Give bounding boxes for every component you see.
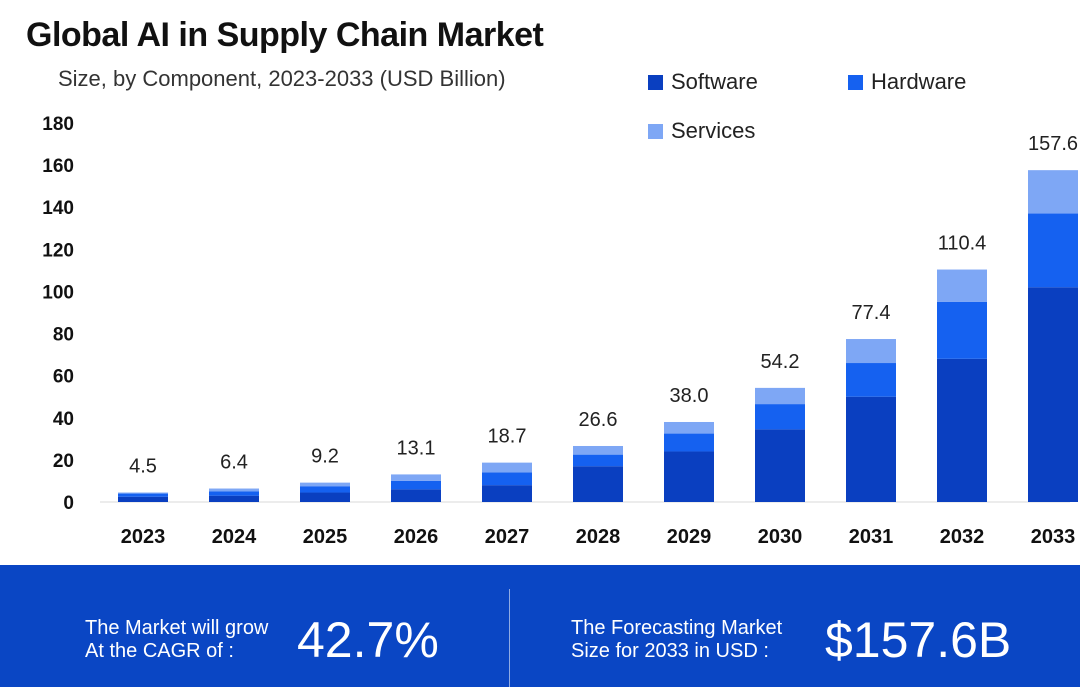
bar-segment-services <box>300 482 350 487</box>
bar-segment-software <box>937 358 987 502</box>
bar-segment-services <box>391 474 441 481</box>
cagr-text: The Market will grow At the CAGR of : <box>85 617 268 663</box>
y-tick-label: 40 <box>53 409 74 430</box>
x-tick-label: 2025 <box>303 526 348 548</box>
bar-total-label: 26.6 <box>579 409 618 431</box>
forecast-text-line1: The Forecasting Market <box>571 617 783 639</box>
x-tick-label: 2024 <box>212 526 257 548</box>
x-tick-label: 2031 <box>849 526 894 548</box>
x-tick-label: 2033 <box>1031 526 1076 548</box>
bar-segment-software <box>846 396 896 502</box>
y-tick-label: 140 <box>42 198 74 219</box>
bar-total-label: 6.4 <box>220 452 248 474</box>
bar-segment-software <box>118 496 168 502</box>
bar-segment-services <box>664 421 714 434</box>
bar-segment-hardware <box>846 363 896 397</box>
bar-total-label: 77.4 <box>852 302 891 324</box>
legend-label-services: Services <box>671 118 756 143</box>
legend-label-software: Software <box>671 69 758 94</box>
x-tick-label: 2030 <box>758 526 803 548</box>
bar-segment-services <box>209 488 259 492</box>
bar-segment-hardware <box>391 480 441 490</box>
footer-banner: The Market will grow At the CAGR of : 42… <box>0 565 1080 687</box>
bar-segment-software <box>755 429 805 502</box>
bar-segment-services <box>755 387 805 405</box>
bar-segment-hardware <box>755 404 805 430</box>
bar-segment-hardware <box>482 472 532 486</box>
y-tick-label: 160 <box>42 156 74 177</box>
bar-segment-software <box>209 495 259 502</box>
forecast-value: $157.6B <box>825 612 1012 668</box>
cagr-text-line2: At the CAGR of : <box>85 640 234 662</box>
bar-segment-hardware <box>209 491 259 496</box>
bar-segment-services <box>937 269 987 302</box>
legend-swatch-hardware <box>848 74 863 90</box>
bar-segment-hardware <box>300 486 350 493</box>
x-tick-label: 2026 <box>394 526 439 548</box>
y-tick-label: 100 <box>42 282 74 303</box>
y-tick-label: 120 <box>42 240 74 261</box>
x-tick-label: 2023 <box>121 526 166 548</box>
bar-total-label: 13.1 <box>397 437 436 459</box>
bar-segment-software <box>664 451 714 502</box>
bar-total-label: 110.4 <box>938 233 987 255</box>
x-tick-label: 2028 <box>576 526 621 548</box>
y-tick-label: 180 <box>42 114 74 135</box>
bar-segment-hardware <box>118 493 168 497</box>
bar-total-label: 18.7 <box>488 426 527 448</box>
chart-subtitle: Size, by Component, 2023-2033 (USD Billi… <box>58 66 506 91</box>
cagr-value: 42.7% <box>297 612 439 668</box>
chart-title: Global AI in Supply Chain Market <box>26 16 544 54</box>
legend-item-software: Software <box>648 69 758 95</box>
bar-segment-services <box>573 445 623 455</box>
y-tick-label: 20 <box>53 451 74 472</box>
footer-divider <box>509 589 510 687</box>
x-tick-label: 2032 <box>940 526 985 548</box>
stacked-bar-chart: 0 20 40 60 80 100 120 140 160 180 4.5 2023 6.4 2024 9.… <box>42 114 1078 548</box>
bar-segment-hardware <box>1028 213 1078 288</box>
legend-item-services: Services <box>648 118 755 144</box>
bar-segment-software <box>391 489 441 502</box>
bar-total-label: 9.2 <box>311 446 339 468</box>
y-tick-label: 80 <box>53 325 74 346</box>
bar-segment-services <box>1028 170 1078 214</box>
legend-label-hardware: Hardware <box>871 69 967 94</box>
y-tick-label: 60 <box>53 367 74 388</box>
bar-segment-services <box>482 462 532 473</box>
legend-swatch-software <box>648 74 663 90</box>
bar-segment-software <box>300 492 350 502</box>
bar-total-label: 157.6 <box>1028 133 1078 155</box>
forecast-text: The Forecasting Market Size for 2033 in … <box>571 617 782 663</box>
bar-segment-software <box>482 485 532 502</box>
cagr-text-line1: The Market will grow <box>85 617 269 639</box>
bar-total-label: 38.0 <box>670 385 709 407</box>
bar-segment-hardware <box>937 301 987 359</box>
bar-segment-software <box>1028 287 1078 502</box>
bar-segment-services <box>118 492 168 494</box>
x-tick-label: 2027 <box>485 526 530 548</box>
y-tick-label: 0 <box>63 493 74 514</box>
bar-total-label: 54.2 <box>761 351 800 373</box>
x-tick-label: 2029 <box>667 526 712 548</box>
bar-segment-hardware <box>664 433 714 452</box>
bar-segment-services <box>846 339 896 364</box>
forecast-text-line2: Size for 2033 in USD : <box>571 640 769 662</box>
legend-swatch-services <box>648 123 663 139</box>
bar-segment-software <box>573 466 623 502</box>
legend-item-hardware: Hardware <box>848 69 966 95</box>
bar-segment-hardware <box>573 454 623 467</box>
bar-total-label: 4.5 <box>129 456 157 478</box>
